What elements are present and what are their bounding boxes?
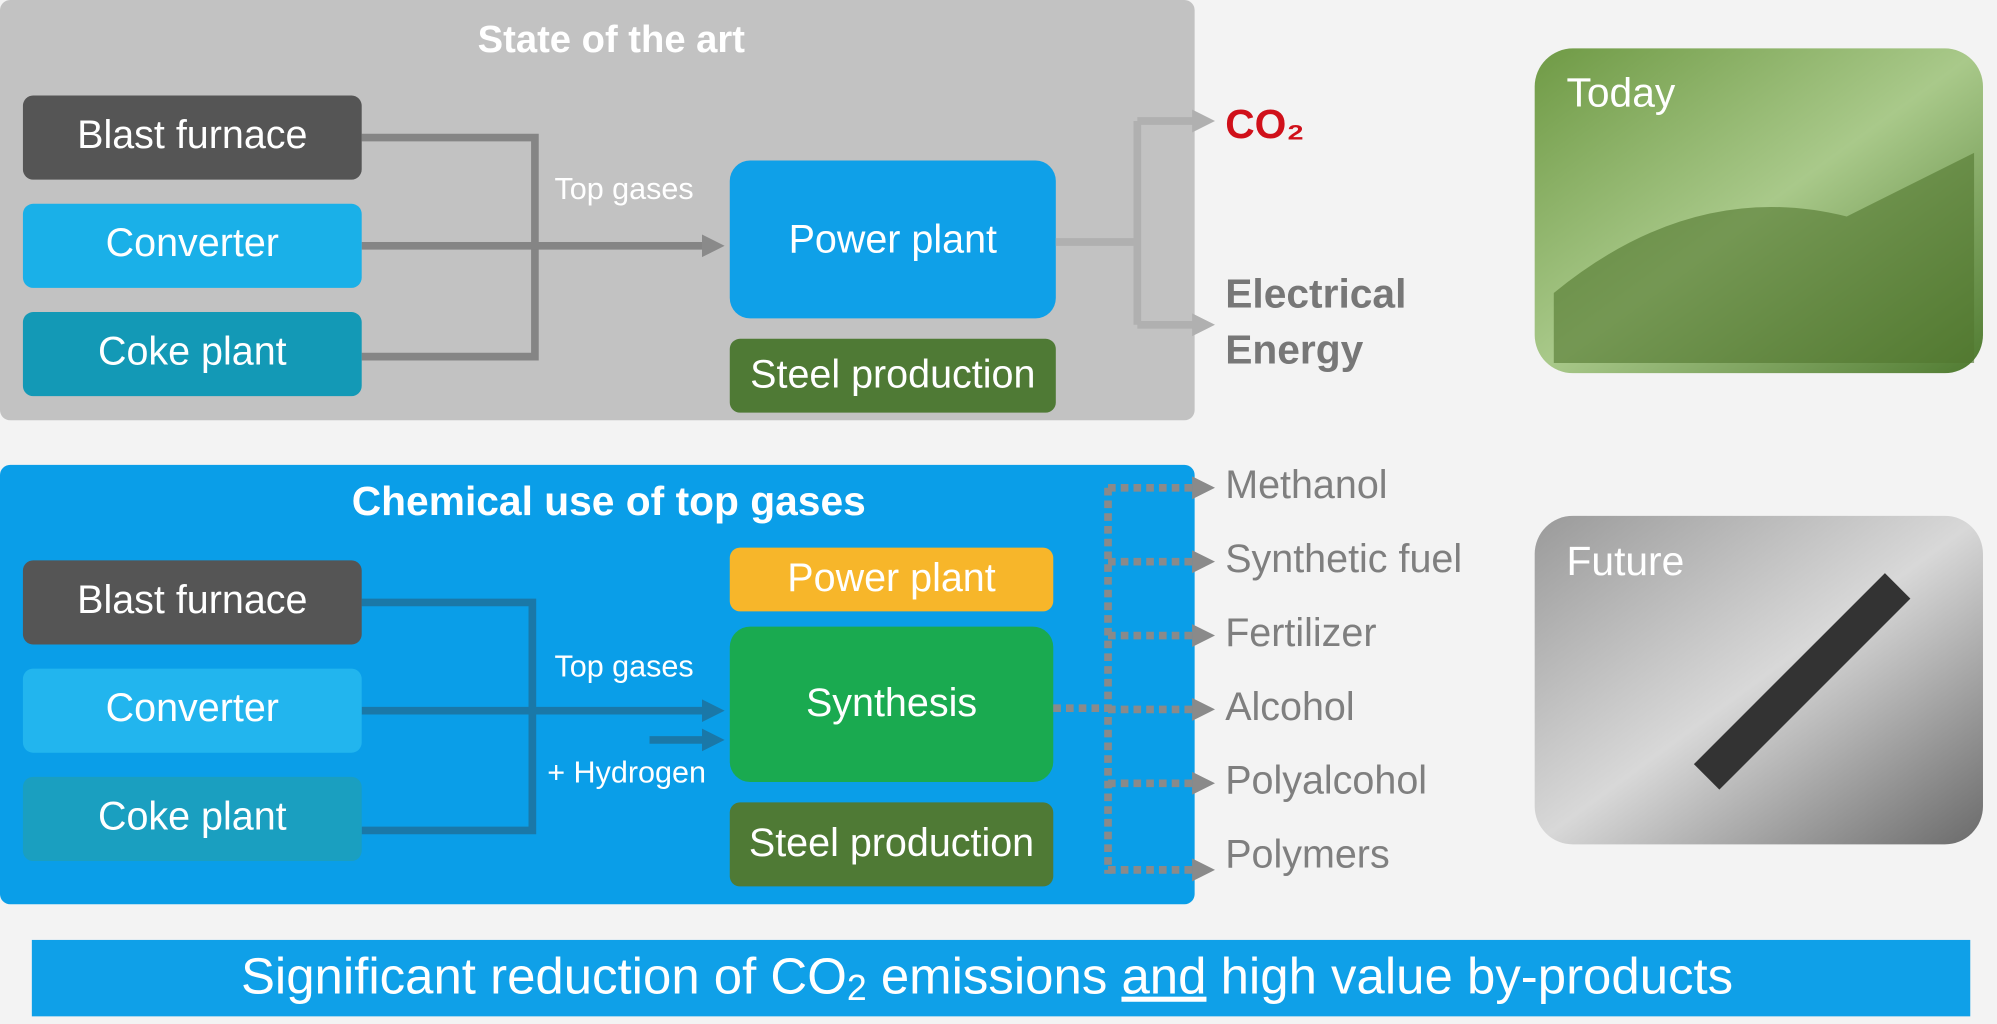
node-label: Synthesis <box>806 681 977 725</box>
banner <box>31 939 1971 1017</box>
connectors <box>361 598 725 835</box>
node-label: Blast furnace <box>77 113 307 157</box>
banner-part: high value by-products <box>1206 948 1733 1005</box>
banner-text: Significant reduction of CO2 emissions a… <box>241 948 1733 1008</box>
node <box>729 338 1056 413</box>
node <box>22 203 362 288</box>
node-label: Coke plant <box>98 794 287 838</box>
banner-part: emissions <box>867 948 1122 1005</box>
photo-label: Today <box>1567 69 1676 115</box>
node-label: Power plant <box>789 217 997 261</box>
banner-part: and <box>1121 948 1206 1005</box>
node-label: Steel production <box>749 821 1034 865</box>
node <box>729 160 1056 319</box>
output-label: Energy <box>1225 327 1363 373</box>
banner-part: 2 <box>847 968 867 1008</box>
flow-label: + Hydrogen <box>547 755 706 789</box>
output-connectors <box>1055 109 1216 337</box>
output-label: CO₂ <box>1225 101 1304 147</box>
product: Fertilizer <box>1225 611 1376 655</box>
node-label: Power plant <box>787 556 995 600</box>
product: Polyalcohol <box>1225 759 1427 803</box>
connectors <box>361 133 725 361</box>
flow-label: Top gases <box>554 172 693 206</box>
product: Synthetic fuel <box>1225 537 1462 581</box>
node <box>22 312 362 397</box>
photo-shape <box>1693 573 1911 790</box>
node <box>22 776 362 861</box>
banner-part: Significant reduction of CO <box>241 948 847 1005</box>
node <box>729 626 1054 783</box>
product: Polymers <box>1225 833 1390 877</box>
node <box>22 668 362 753</box>
product: Methanol <box>1225 463 1387 507</box>
node <box>729 802 1054 887</box>
output-label: Electrical <box>1225 271 1406 317</box>
panel-title: Chemical use of top gases <box>352 478 866 524</box>
node-label: Converter <box>106 221 279 265</box>
node-label: Coke plant <box>98 329 287 373</box>
node-label: Converter <box>106 686 279 730</box>
product-connectors <box>1053 476 1216 882</box>
node <box>22 95 362 180</box>
node-label: Blast furnace <box>77 578 307 622</box>
panel-title: State of the art <box>478 18 746 61</box>
photo-label: Future <box>1567 538 1685 584</box>
flow-label: Top gases <box>554 650 693 684</box>
node <box>22 560 362 645</box>
node <box>729 547 1054 612</box>
product: Alcohol <box>1225 685 1354 729</box>
node-label: Steel production <box>750 352 1035 396</box>
